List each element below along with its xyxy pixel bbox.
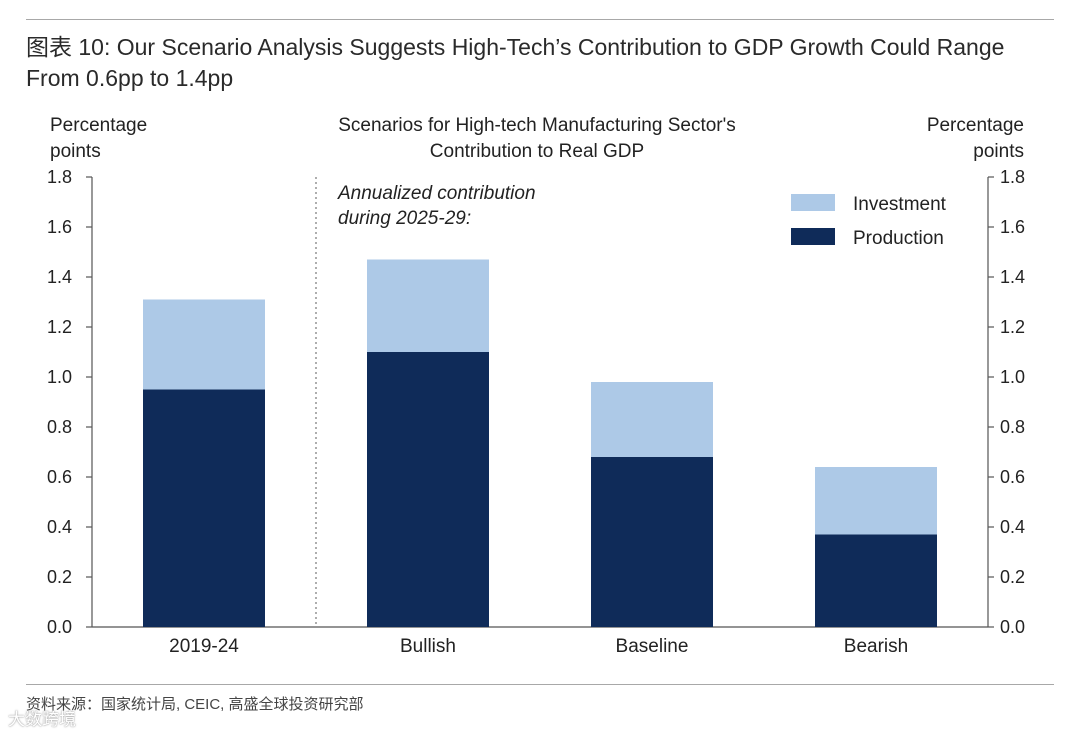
legend-label-production: Production bbox=[853, 228, 944, 249]
chart-title-line1: Scenarios for High-tech Manufacturing Se… bbox=[338, 115, 736, 136]
bar-production-bullish bbox=[367, 352, 489, 627]
y-tick-label-left: 0.0 bbox=[47, 617, 72, 637]
x-tick-label: 2019-24 bbox=[169, 636, 239, 657]
y-tick-label-right: 0.0 bbox=[1000, 617, 1025, 637]
annotation-line1: Annualized contribution bbox=[337, 183, 536, 204]
y-tick-label-right: 0.4 bbox=[1000, 517, 1025, 537]
y-axis-title-right-line1: Percentage bbox=[927, 115, 1024, 136]
bar-production-2019-24 bbox=[143, 389, 265, 627]
y-tick-label-left: 0.2 bbox=[47, 567, 72, 587]
legend-swatch-production bbox=[791, 228, 835, 245]
y-axis-title-right-line2: points bbox=[973, 141, 1024, 162]
x-tick-label: Baseline bbox=[616, 636, 689, 657]
y-tick-label-right: 1.8 bbox=[1000, 167, 1025, 187]
bottom-rule bbox=[26, 684, 1054, 685]
source-note: 资料来源：国家统计局, CEIC, 高盛全球投资研究部 bbox=[26, 696, 364, 713]
y-tick-label-left: 0.4 bbox=[47, 517, 72, 537]
figure-title: 图表 10: Our Scenario Analysis Suggests Hi… bbox=[26, 34, 1005, 91]
bar-production-baseline bbox=[591, 457, 713, 627]
legend-label-investment: Investment bbox=[853, 194, 947, 215]
bar-investment-2019-24 bbox=[143, 299, 265, 390]
y-tick-label-right: 1.2 bbox=[1000, 317, 1025, 337]
y-tick-label-right: 1.0 bbox=[1000, 367, 1025, 387]
bar-investment-bullish bbox=[367, 259, 489, 352]
y-tick-label-left: 1.8 bbox=[47, 167, 72, 187]
y-axis-title-left-line1: Percentage bbox=[50, 115, 147, 136]
y-tick-label-left: 1.0 bbox=[47, 367, 72, 387]
bar-production-bearish bbox=[815, 534, 937, 627]
bar-investment-bearish bbox=[815, 467, 937, 535]
y-axis-title-left-line2: points bbox=[50, 141, 101, 162]
y-tick-label-left: 0.8 bbox=[47, 417, 72, 437]
y-tick-label-left: 0.6 bbox=[47, 467, 72, 487]
x-tick-label: Bearish bbox=[844, 636, 908, 657]
y-tick-label-right: 1.4 bbox=[1000, 267, 1025, 287]
y-tick-label-right: 0.8 bbox=[1000, 417, 1025, 437]
y-tick-label-right: 0.2 bbox=[1000, 567, 1025, 587]
chart-title-line2: Contribution to Real GDP bbox=[430, 141, 644, 162]
annotation-line2: during 2025-29: bbox=[338, 208, 471, 229]
y-tick-label-right: 0.6 bbox=[1000, 467, 1025, 487]
watermark: 大数跨境 bbox=[8, 710, 76, 729]
y-tick-label-right: 1.6 bbox=[1000, 217, 1025, 237]
y-tick-label-left: 1.6 bbox=[47, 217, 72, 237]
x-tick-label: Bullish bbox=[400, 636, 456, 657]
top-rule bbox=[26, 19, 1054, 20]
y-tick-label-left: 1.2 bbox=[47, 317, 72, 337]
bar-investment-baseline bbox=[591, 382, 713, 457]
y-tick-label-left: 1.4 bbox=[47, 267, 72, 287]
legend-swatch-investment bbox=[791, 194, 835, 211]
